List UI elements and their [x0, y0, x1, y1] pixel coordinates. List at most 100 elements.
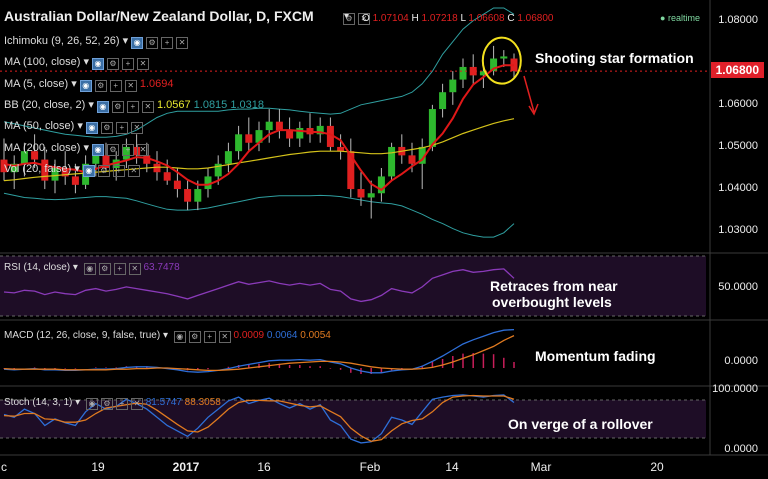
plus-icon[interactable]: + — [203, 331, 216, 343]
plus-icon[interactable]: + — [115, 122, 128, 135]
eye-icon[interactable]: ◉ — [79, 79, 92, 92]
candle-body — [10, 163, 18, 173]
chart-title[interactable]: Australian Dollar/New Zealand Dollar, D,… — [4, 8, 314, 24]
eye-icon[interactable]: ◉ — [131, 37, 144, 49]
gear-icon[interactable]: ⚙ — [111, 100, 124, 113]
close-icon[interactable]: ✕ — [137, 58, 149, 71]
indicator-label[interactable]: MA (200, close) ▾ — [4, 141, 89, 154]
close-icon[interactable]: ✕ — [128, 263, 141, 275]
annotation-stoch: On verge of a rollover — [508, 416, 653, 432]
macd-hist-value: 0.0009 — [233, 330, 265, 341]
plus-icon[interactable]: + — [126, 100, 139, 113]
candle-body — [500, 56, 508, 59]
gear-icon[interactable]: ⚙ — [146, 37, 159, 49]
x-tick: 20 — [650, 460, 664, 474]
plus-icon[interactable]: + — [122, 143, 134, 156]
ohlc-readout: O 1.07104 H 1.07218 L 1.06608 C 1.06800 — [362, 12, 554, 25]
x-tick: Mar — [530, 460, 552, 474]
eye-icon[interactable]: ◉ — [85, 398, 98, 410]
plus-icon[interactable]: + — [109, 79, 122, 92]
close-icon[interactable]: ✕ — [130, 122, 143, 135]
gear-icon[interactable]: ⚙ — [107, 143, 119, 156]
x-tick: c — [1, 460, 7, 474]
close-icon[interactable]: ✕ — [218, 331, 231, 343]
plus-icon[interactable]: + — [122, 58, 134, 71]
plus-icon[interactable]: + — [113, 263, 126, 275]
close-icon[interactable]: ✕ — [124, 79, 137, 92]
indicator-label[interactable]: Vol (20, false) ▾ — [4, 162, 80, 175]
plus-icon[interactable]: + — [115, 398, 128, 410]
indicator-row[interactable]: Ichimoku (9, 26, 52, 26) ▾ ◉ ⚙ + ✕ — [4, 34, 189, 49]
macd-signal-value: 0.0054 — [300, 330, 331, 341]
settings-buttons[interactable]: ⚙ ✕ — [340, 11, 370, 25]
stoch-label[interactable]: Stoch (14, 3, 1) — [4, 397, 73, 408]
indicator-label[interactable]: MA (100, close) ▾ — [4, 56, 89, 69]
gear-icon[interactable]: ⚙ — [100, 398, 113, 410]
candle-body — [214, 163, 222, 177]
plus-icon[interactable]: + — [112, 164, 125, 177]
indicator-row[interactable]: MA (100, close) ▾ ◉ ⚙ + ✕ — [4, 55, 149, 71]
indicator-row[interactable]: MA (50, close) ▾ ◉ ⚙ + ✕ — [4, 119, 143, 135]
rsi-band — [0, 256, 706, 316]
candle-body — [51, 168, 59, 181]
eye-icon[interactable]: ◉ — [92, 58, 104, 71]
stoch-d-line — [3, 394, 515, 442]
indicator-value: 1.0694 — [136, 77, 174, 90]
close-icon[interactable]: ✕ — [130, 398, 143, 410]
gear-icon[interactable]: ⚙ — [188, 331, 201, 343]
indicator-label[interactable]: BB (20, close, 2) ▾ — [4, 98, 94, 111]
current-price-tag: 1.06800 — [710, 62, 764, 78]
candle-body — [122, 146, 130, 160]
close-icon[interactable]: ✕ — [141, 100, 154, 113]
eye-icon[interactable]: ◉ — [92, 143, 104, 156]
candle-body — [143, 155, 151, 164]
candle-body — [41, 159, 49, 181]
candle-body — [439, 92, 447, 110]
candle-body — [204, 176, 212, 190]
gear-icon[interactable]: ⚙ — [94, 79, 107, 92]
eye-icon[interactable]: ◉ — [83, 263, 96, 275]
indicator-row[interactable]: MA (200, close) ▾ ◉ ⚙ + ✕ — [4, 141, 149, 156]
stoch-pane-label[interactable]: Stoch (14, 3, 1) ▾ ◉ ⚙ + ✕ 81.5747 88.3058 — [4, 397, 221, 410]
indicator-row[interactable]: BB (20, close, 2) ▾ ◉ ⚙ + ✕ 1.0567 1.0815 1.… — [4, 98, 264, 113]
gear-icon[interactable]: ⚙ — [343, 13, 355, 25]
candle-body — [194, 189, 202, 202]
close-icon[interactable]: ✕ — [176, 37, 189, 49]
candle-body — [459, 66, 467, 80]
macd-signal-line — [3, 335, 515, 372]
macd-label[interactable]: MACD (12, 26, close, 9, false, true) — [4, 330, 161, 341]
dropdown-chevron-icon[interactable]: ▾ — [344, 11, 350, 22]
gear-icon[interactable]: ⚙ — [107, 58, 119, 71]
close-icon[interactable]: ✕ — [127, 164, 140, 177]
indicator-row[interactable]: MA (5, close) ▾ ◉ ⚙ + ✕ 1.0694 — [4, 77, 173, 92]
rsi-value: 63.7478 — [143, 262, 180, 273]
eye-icon[interactable]: ◉ — [96, 100, 109, 113]
ohlc-key: O — [362, 13, 373, 24]
indicator-row[interactable]: Vol (20, false) ▾ ◉ ⚙ + ✕ — [4, 162, 140, 177]
ohlc-key: C — [507, 13, 518, 24]
indicator-label[interactable]: MA (5, close) ▾ — [4, 77, 77, 90]
candle-body — [163, 172, 171, 181]
rsi-label[interactable]: RSI (14, close) — [4, 262, 71, 273]
annotation-macd: Momentum fading — [535, 348, 656, 364]
rsi-pane-label[interactable]: RSI (14, close) ▾ ◉ ⚙ + ✕ 63.7478 — [4, 262, 180, 275]
close-icon[interactable]: ✕ — [137, 143, 149, 156]
plus-icon[interactable]: + — [161, 37, 174, 49]
price-tick: 1.05000 — [718, 140, 758, 152]
price-tick: 1.03000 — [718, 224, 758, 236]
eye-icon[interactable]: ◉ — [82, 164, 95, 177]
macd-pane-label[interactable]: MACD (12, 26, close, 9, false, true) ▾ ◉… — [4, 330, 331, 343]
close-icon[interactable]: ✕ — [358, 13, 370, 25]
indicator-label[interactable]: MA (50, close) ▾ — [4, 120, 83, 133]
eye-icon[interactable]: ◉ — [173, 331, 186, 343]
candle-body — [286, 130, 294, 139]
eye-icon[interactable]: ◉ — [85, 122, 98, 135]
gear-icon[interactable]: ⚙ — [97, 164, 110, 177]
gear-icon[interactable]: ⚙ — [98, 263, 111, 275]
bb-lower-line — [3, 192, 515, 238]
status-dot-icon: ● — [660, 13, 666, 23]
candle-body — [173, 180, 181, 190]
candle-body — [347, 151, 355, 190]
gear-icon[interactable]: ⚙ — [100, 122, 113, 135]
indicator-label[interactable]: Ichimoku (9, 26, 52, 26) ▾ — [4, 35, 129, 47]
